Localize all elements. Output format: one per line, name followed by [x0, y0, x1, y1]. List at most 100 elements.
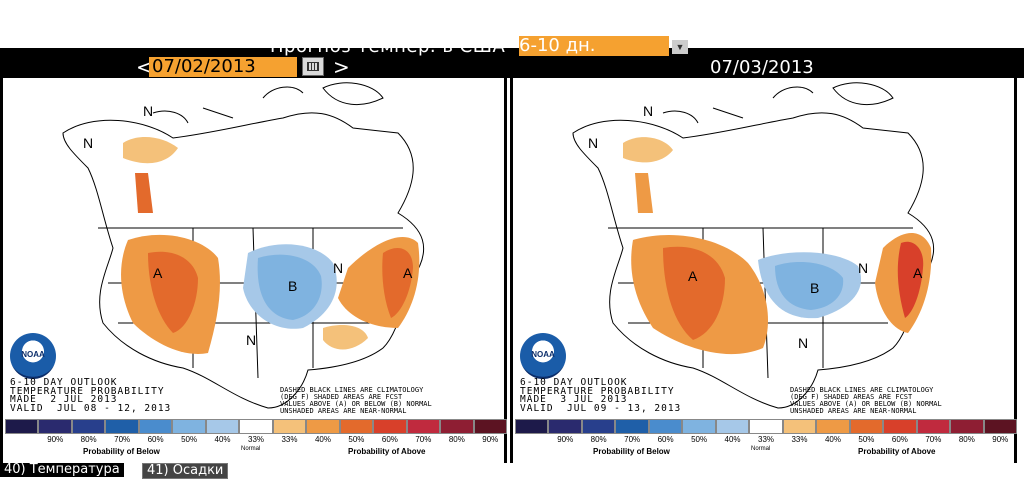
legend-tick: 70%: [925, 435, 942, 444]
legend-swatch: [373, 419, 407, 434]
legend-swatch: [548, 419, 582, 434]
legend-swatch: [5, 419, 39, 434]
period-select[interactable]: 6-10 дн.: [519, 36, 669, 56]
legend-swatch: [849, 419, 884, 434]
calendar-icon: [307, 62, 319, 71]
above-label: Probability of Above: [858, 447, 936, 456]
noaa-logo: NOAA: [520, 333, 566, 379]
legend-tick: 33%: [758, 435, 775, 444]
legend-tick: 40%: [314, 435, 331, 444]
normal-marker: N: [858, 260, 868, 276]
legend-swatch: [715, 419, 750, 434]
below-label: Probability of Below: [593, 447, 670, 456]
legend-tick: 90%: [992, 435, 1009, 444]
legend-tick: 50%: [348, 435, 365, 444]
legend-swatch: [916, 419, 951, 434]
outlook-info: 6-10 DAY OUTLOOK TEMPERATURE PROBABILITY…: [520, 377, 682, 414]
second-date-label: 07/03/2013: [710, 57, 814, 78]
outlook-notes: DASHED BLACK LINES ARE CLIMATOLOGY (DEG …: [790, 386, 942, 415]
legend-tick: 60%: [381, 435, 398, 444]
normal-marker: N: [143, 103, 153, 119]
outlook-map-panel-left: A A B N N N N NOAA 6-10 DAY OUTLOOK TEMP…: [0, 78, 508, 463]
legend-swatch: [138, 419, 173, 434]
legend-swatch: [440, 419, 474, 434]
above-marker: A: [913, 265, 923, 281]
normal-marker: N: [798, 335, 808, 351]
legend-swatch: [615, 419, 649, 434]
legend-swatch: [816, 419, 850, 434]
below-marker: B: [810, 280, 819, 296]
legend-tick: 60%: [891, 435, 908, 444]
legend-swatch: [950, 419, 984, 434]
legend-tick: 50%: [691, 435, 708, 444]
legend-tick: 80%: [80, 435, 97, 444]
legend-tick: [515, 434, 548, 446]
legend-swatch: [38, 419, 72, 434]
legend-swatch: [883, 419, 917, 434]
outlook-notes: DASHED BLACK LINES ARE CLIMATOLOGY (DEG …: [280, 386, 432, 415]
tab-temperature[interactable]: 40) Температура: [0, 463, 124, 477]
legend-swatch: [205, 419, 240, 434]
outlook-info: 6-10 DAY OUTLOOK TEMPERATURE PROBABILITY…: [10, 377, 172, 414]
legend-tick: 90%: [482, 435, 499, 444]
legend-tick: 80%: [958, 435, 975, 444]
legend-swatch: [581, 419, 616, 434]
outlook-map-panel-right: A A B N N N N NOAA 6-10 DAY OUTLOOK TEMP…: [510, 78, 1018, 463]
legend-swatch: [105, 419, 139, 434]
noaa-logo: NOAA: [10, 333, 56, 379]
date-input[interactable]: 07/02/2013: [149, 57, 297, 77]
normal-marker: N: [643, 103, 653, 119]
legend-ticks: 90% 80% 70% 60% 50% 40% 33% 33% 40% 50% 60% 70% 80% 9…: [5, 434, 507, 446]
legend-swatch: [306, 419, 340, 434]
legend-tick: 90%: [47, 435, 64, 444]
legend-tick: 60%: [657, 435, 674, 444]
normal-marker: N: [588, 135, 598, 151]
legend-tick: 50%: [181, 435, 198, 444]
legend-tick: 60%: [147, 435, 164, 444]
legend-swatch: [682, 419, 716, 434]
legend-tick: 40%: [824, 435, 841, 444]
below-marker: B: [288, 278, 297, 294]
legend-tick: 70%: [624, 435, 641, 444]
calendar-button[interactable]: [302, 57, 324, 76]
legend-tick: 50%: [858, 435, 875, 444]
legend-tick: 33%: [281, 435, 298, 444]
legend-swatch: [473, 419, 508, 434]
page-title: Прогноз темпер. в США: [270, 36, 506, 57]
legend-swatch: [749, 419, 783, 434]
legend-tick: 70%: [415, 435, 432, 444]
above-label: Probability of Above: [348, 447, 426, 456]
chevron-down-icon[interactable]: ▼: [672, 40, 688, 54]
normal-marker: N: [246, 332, 256, 348]
legend-swatch: [648, 419, 683, 434]
above-marker: A: [688, 268, 698, 284]
legend-swatch: [272, 419, 307, 434]
outlook-map: A A B N N N N: [572, 82, 935, 409]
legend-tick: [5, 434, 38, 446]
legend-swatch: [782, 419, 817, 434]
above-marker: A: [403, 265, 413, 281]
legend-tick: 33%: [248, 435, 265, 444]
legend-tick: 80%: [590, 435, 607, 444]
legend-swatch: [239, 419, 273, 434]
legend-swatch: [172, 419, 206, 434]
legend-swatch: [71, 419, 106, 434]
outlook-map: A A B N N N N: [62, 82, 425, 409]
legend-tick: 40%: [724, 435, 741, 444]
normal-label: Normal: [241, 446, 261, 452]
legend-tick: 33%: [791, 435, 808, 444]
legend-swatch: [515, 419, 549, 434]
legend-swatch: [406, 419, 441, 434]
prev-date-button[interactable]: <: [136, 55, 153, 79]
legend-tick: 80%: [448, 435, 465, 444]
next-date-button[interactable]: >: [333, 55, 350, 79]
legend-ticks: 90% 80% 70% 60% 50% 40% 33% 33% 40% 50% 60% 70% 80% 9…: [515, 434, 1017, 446]
legend-tick: 70%: [114, 435, 131, 444]
above-marker: A: [153, 265, 163, 281]
below-label: Probability of Below: [83, 447, 160, 456]
legend-swatch: [339, 419, 374, 434]
normal-marker: N: [83, 135, 93, 151]
legend-tick: 90%: [557, 435, 574, 444]
normal-marker: N: [333, 260, 343, 276]
normal-label: Normal: [751, 446, 771, 452]
